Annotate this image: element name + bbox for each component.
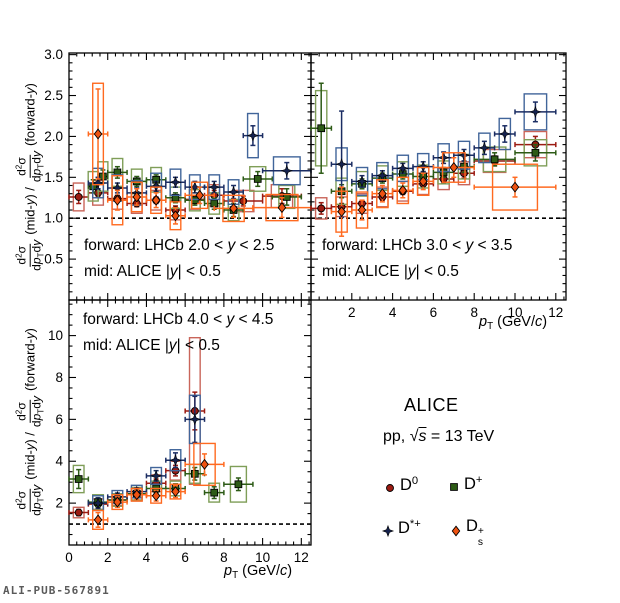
legend-label-dstar: D*+ bbox=[398, 518, 421, 537]
series-Dstar-top-right bbox=[330, 93, 557, 219]
svg-text:10: 10 bbox=[48, 328, 63, 343]
svg-text:0.5: 0.5 bbox=[44, 252, 63, 267]
svg-text:2.0: 2.0 bbox=[44, 129, 63, 144]
y-axis-title-bottom: d2σ dpTdy (mid-y) / d2σ dpTdy (forward-y) bbox=[14, 328, 46, 516]
svg-text:6: 6 bbox=[181, 550, 189, 565]
svg-text:2: 2 bbox=[104, 550, 112, 565]
svg-text:2.5: 2.5 bbox=[44, 88, 63, 103]
legend-marker-d0-icon bbox=[386, 484, 394, 492]
annotation-mid-top-left: mid: ALICE |y| < 0.5 bbox=[84, 263, 221, 280]
svg-text:8: 8 bbox=[470, 305, 478, 320]
svg-text:8: 8 bbox=[220, 550, 228, 565]
annotation-forward-top-right: forward: LHCb 3.0 < y < 3.5 bbox=[322, 237, 513, 254]
axis-ticks-top-right bbox=[311, 53, 566, 300]
svg-text:8: 8 bbox=[55, 370, 63, 385]
legend-marker-ds-icon bbox=[451, 525, 461, 537]
legend-marker-dstar-icon bbox=[381, 524, 395, 538]
svg-text:12: 12 bbox=[294, 550, 309, 565]
svg-text:4: 4 bbox=[55, 454, 63, 469]
svg-text:12: 12 bbox=[548, 305, 563, 320]
annotation-forward-top-left: forward: LHCb 2.0 < y < 2.5 bbox=[84, 237, 275, 254]
axis-tick-labels-top-right: 2 4 6 8 10 12 bbox=[348, 305, 563, 320]
svg-text:1.5: 1.5 bbox=[44, 170, 63, 185]
svg-text:10: 10 bbox=[507, 305, 522, 320]
svg-text:2: 2 bbox=[55, 496, 63, 511]
svg-text:4: 4 bbox=[389, 305, 397, 320]
x-axis-title-bottom-left: pT (GeV/c) bbox=[224, 563, 293, 582]
legend-label-d0: D0 bbox=[400, 475, 419, 494]
y-axis-title-top: d2σ dpTdy (mid-y) / d2σ dpTdy (forward-y) bbox=[14, 83, 46, 271]
legend-label-ds: D + s bbox=[466, 517, 484, 548]
svg-text:6: 6 bbox=[55, 412, 63, 427]
legend-marker-dplus-icon bbox=[450, 483, 458, 491]
svg-text:4: 4 bbox=[143, 550, 151, 565]
series-Ds-top-left bbox=[87, 82, 312, 231]
annotation-forward-bottom-left: forward: LHCb 4.0 < y < 4.5 bbox=[83, 311, 274, 328]
axis-tick-labels-bottom-left: 0 2 4 6 8 10 12 2 4 6 8 10 bbox=[48, 328, 309, 565]
svg-text:2: 2 bbox=[348, 305, 356, 320]
svg-text:6: 6 bbox=[430, 305, 438, 320]
svg-text:1.0: 1.0 bbox=[44, 211, 63, 226]
svg-text:10: 10 bbox=[255, 550, 270, 565]
legend-title: ALICE bbox=[404, 395, 459, 415]
legend-label-dplus: D+ bbox=[464, 474, 483, 493]
annotation-mid-bottom-left: mid: ALICE |y| < 0.5 bbox=[83, 337, 220, 354]
panel-frame-top-right bbox=[310, 52, 567, 301]
axis-ticks-bottom-left bbox=[69, 300, 311, 545]
axis-tick-labels-top-left: 0.5 1.0 1.5 2.0 2.5 3.0 bbox=[44, 47, 63, 266]
annotation-mid-top-right: mid: ALICE |y| < 0.5 bbox=[322, 263, 459, 280]
watermark-label: ALI-PUB-567891 bbox=[3, 584, 110, 597]
panel-frame-bottom-left bbox=[68, 299, 312, 546]
svg-text:3.0: 3.0 bbox=[44, 47, 63, 62]
series-Ds-bottom-left bbox=[87, 442, 225, 530]
series-Ds-top-right bbox=[330, 152, 557, 237]
x-axis-title-top-right: pT (GeV/c) bbox=[479, 314, 548, 333]
legend-subtitle: pp, √s = 13 TeV bbox=[383, 428, 495, 445]
svg-text:0: 0 bbox=[65, 550, 73, 565]
